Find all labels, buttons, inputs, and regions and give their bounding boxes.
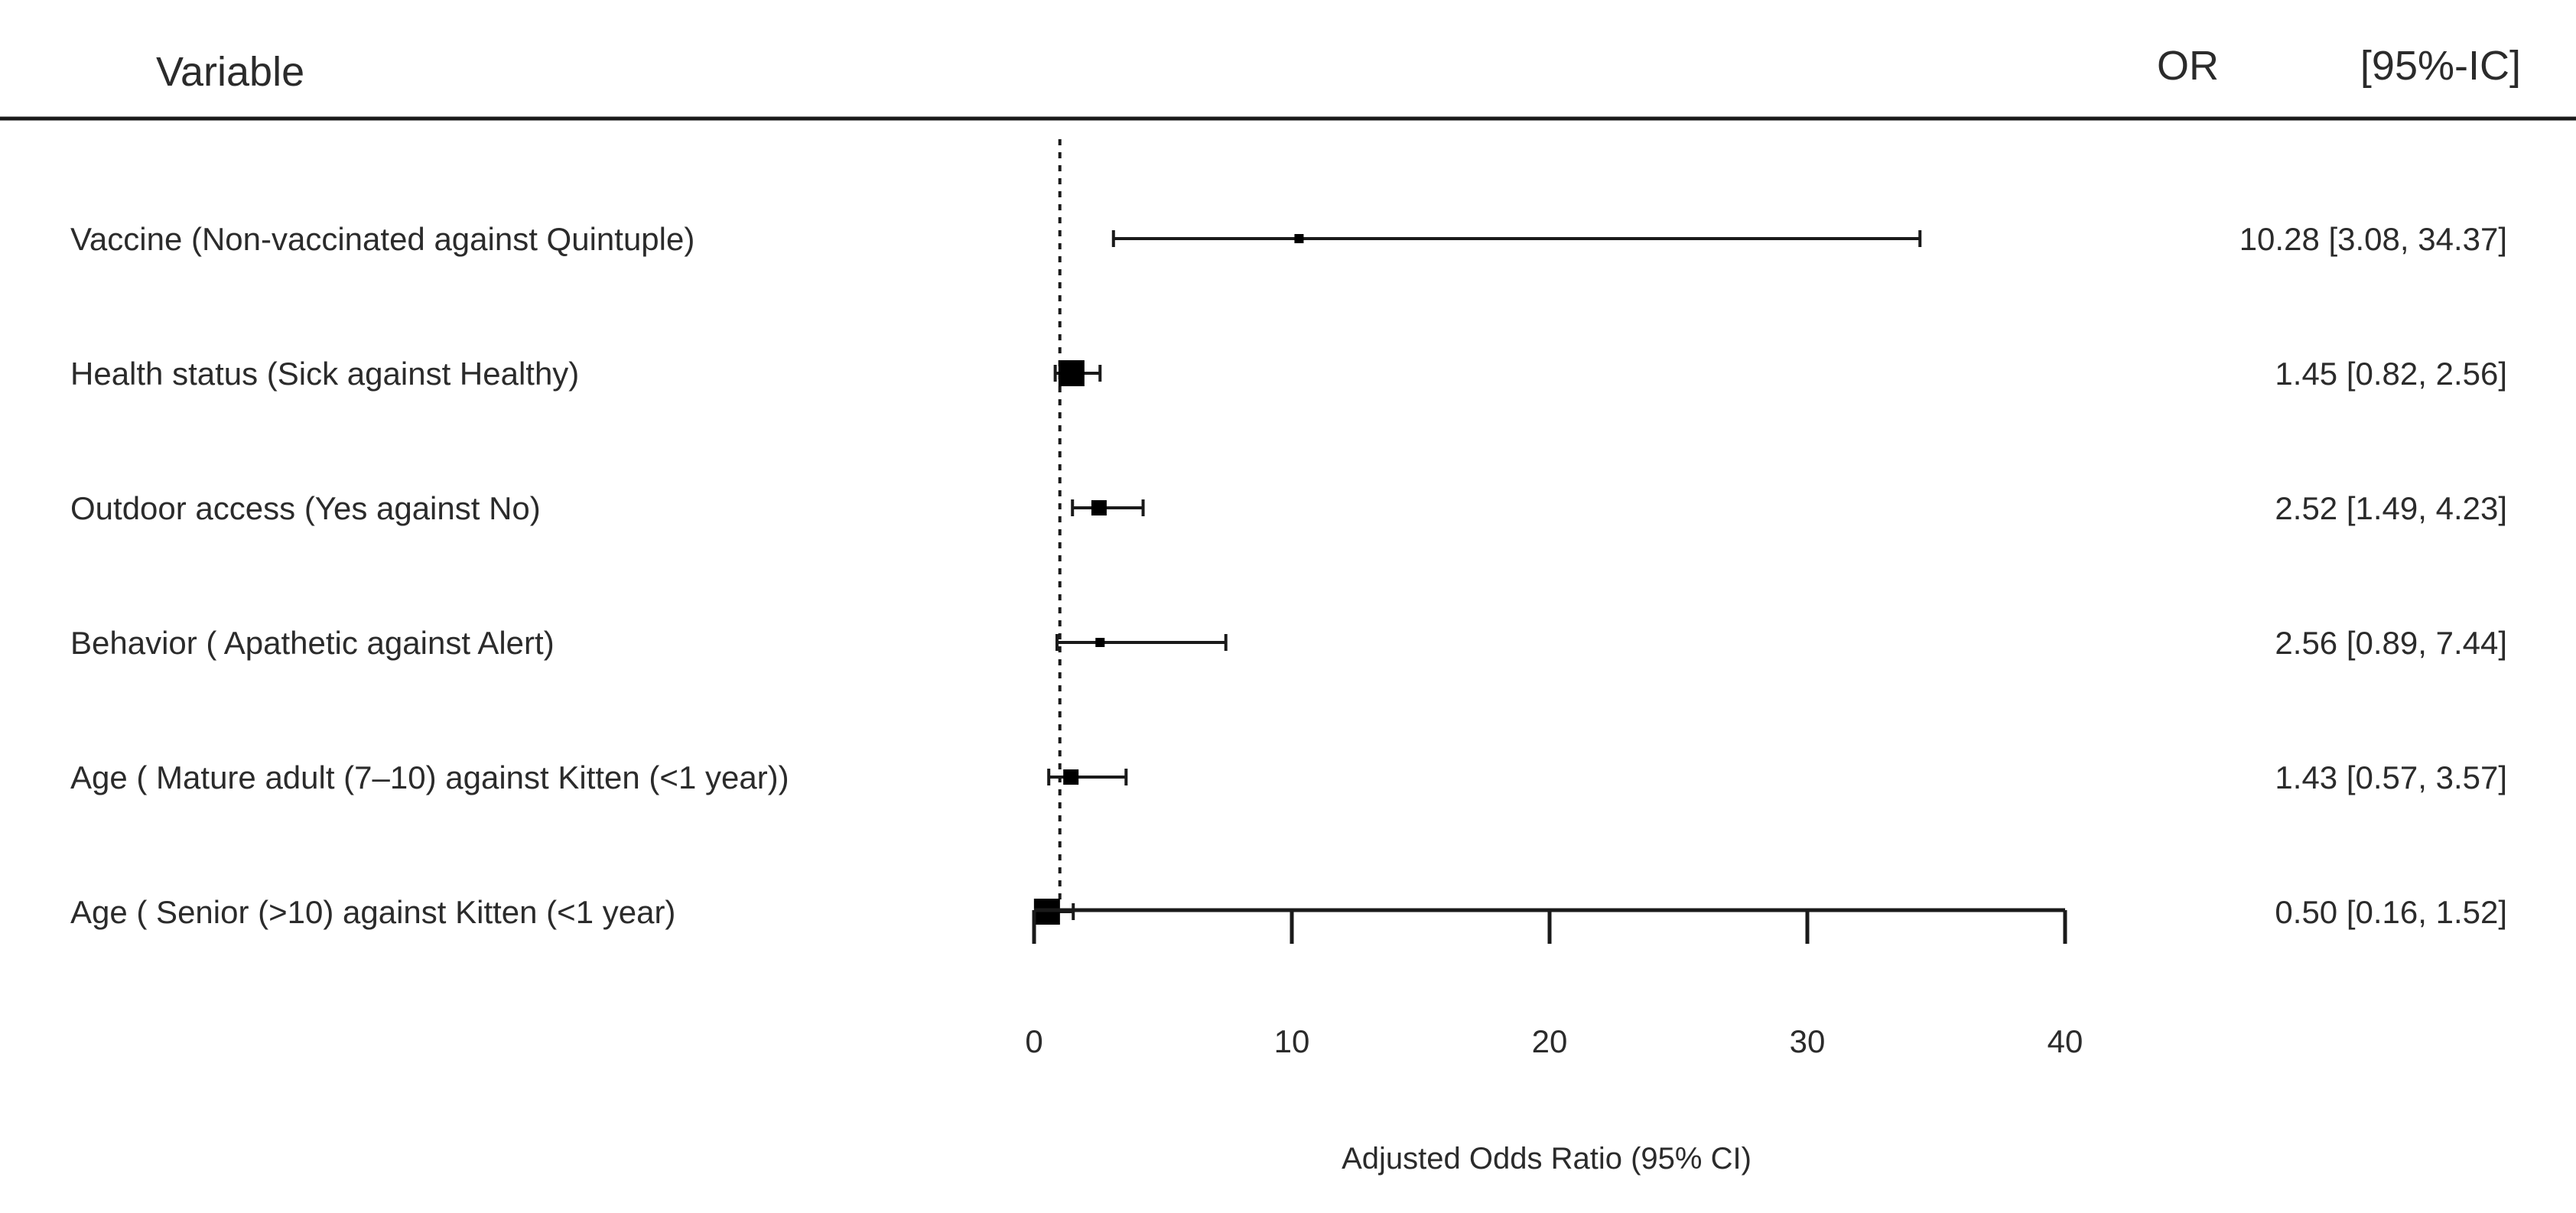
or-ci-value: 2.56 [0.89, 7.44] bbox=[2275, 625, 2507, 661]
x-axis-title: Adjusted Odds Ratio (95% CI) bbox=[1342, 1142, 1751, 1176]
forest-rows: Vaccine (Non-vaccinated against Quintupl… bbox=[70, 221, 2507, 930]
or-point-marker bbox=[1091, 500, 1107, 515]
forest-row: Behavior ( Apathetic against Alert) 2.56 … bbox=[70, 625, 2507, 661]
forest-row: Age ( Mature adult (7–10) against Kitten… bbox=[70, 759, 2507, 795]
row-label: Age ( Mature adult (7–10) against Kitten… bbox=[70, 759, 789, 795]
x-tick-label: 40 bbox=[2047, 1023, 2083, 1059]
x-tick-label: 30 bbox=[1790, 1023, 1826, 1059]
or-ci-value: 1.45 [0.82, 2.56] bbox=[2275, 356, 2507, 392]
header-variable: Variable bbox=[156, 49, 304, 95]
forest-row: Health status (Sick against Healthy) 1.45… bbox=[70, 356, 2507, 392]
or-point-marker bbox=[1063, 769, 1079, 785]
x-tick-label: 20 bbox=[1532, 1023, 1568, 1059]
x-tick-label: 0 bbox=[1025, 1023, 1042, 1059]
or-ci-value: 2.52 [1.49, 4.23] bbox=[2275, 490, 2507, 526]
or-point-marker bbox=[1095, 638, 1105, 647]
row-label: Behavior ( Apathetic against Alert) bbox=[70, 625, 555, 661]
x-ticks: 0 10 20 30 40 bbox=[1025, 910, 2083, 1059]
row-label: Outdoor access (Yes against No) bbox=[70, 490, 541, 526]
x-tick-label: 10 bbox=[1274, 1023, 1310, 1059]
or-point-marker bbox=[1294, 234, 1304, 243]
row-label: Age ( Senior (>10) against Kitten (<1 ye… bbox=[70, 894, 675, 930]
header-ci: [95%-IC] bbox=[2360, 43, 2521, 89]
row-label: Health status (Sick against Healthy) bbox=[70, 356, 579, 392]
header-or: OR bbox=[2157, 43, 2219, 89]
forest-row: Vaccine (Non-vaccinated against Quintupl… bbox=[70, 221, 2507, 257]
or-ci-value: 1.43 [0.57, 3.57] bbox=[2275, 759, 2507, 795]
row-label: Vaccine (Non-vaccinated against Quintupl… bbox=[70, 221, 694, 257]
or-point-marker bbox=[1058, 360, 1085, 386]
or-ci-value: 10.28 [3.08, 34.37] bbox=[2239, 221, 2507, 257]
or-ci-value: 0.50 [0.16, 1.52] bbox=[2275, 894, 2507, 930]
forest-row: Outdoor access (Yes against No) 2.52 [1.4… bbox=[70, 490, 2507, 526]
forest-row: Age ( Senior (>10) against Kitten (<1 ye… bbox=[70, 894, 2507, 930]
